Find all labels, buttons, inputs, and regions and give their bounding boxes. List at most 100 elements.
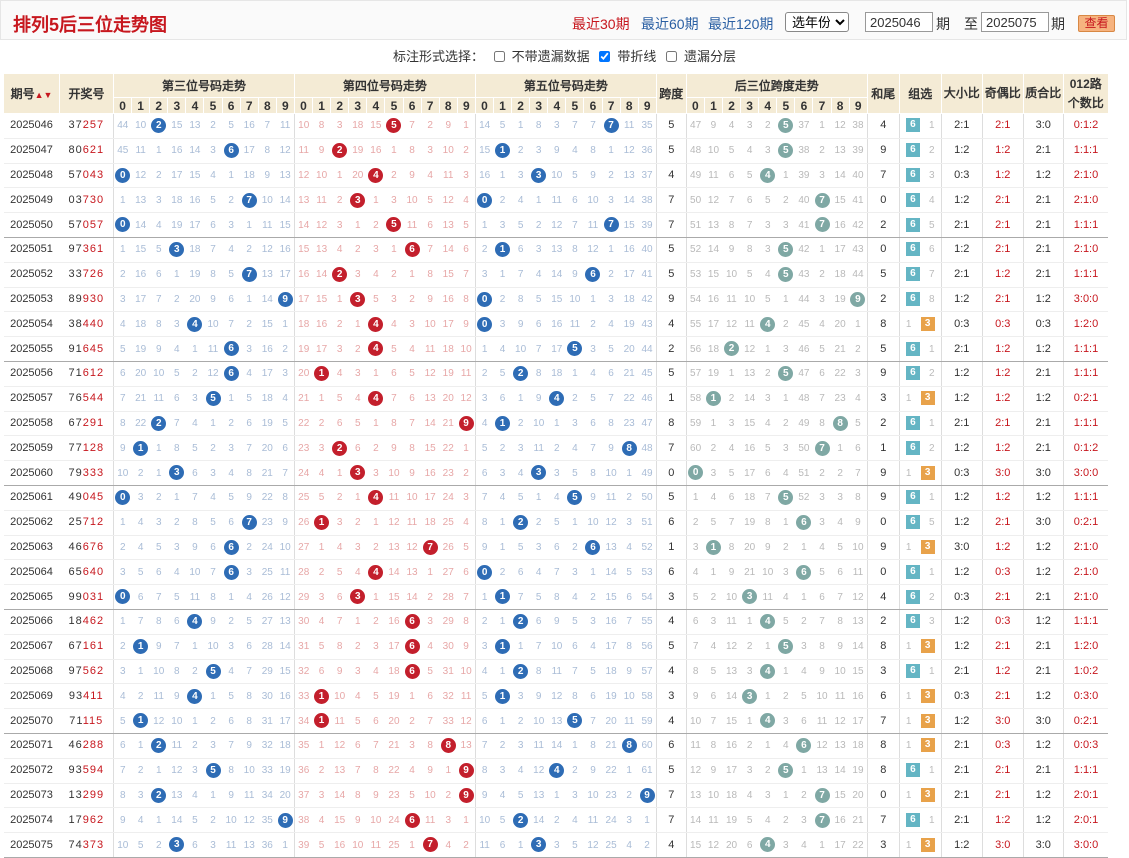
- p4-cell: 14: [403, 584, 422, 610]
- p3-cell: 1: [149, 460, 168, 486]
- span-cell: 40: [794, 187, 813, 214]
- zuxuan-cell: 6 1: [898, 659, 942, 685]
- draw-digit: 1: [90, 689, 97, 702]
- query-button[interactable]: 查看: [1078, 15, 1115, 32]
- draw-cell: 93594: [59, 758, 114, 784]
- p5-cell: 11: [474, 832, 494, 858]
- lu012-cell: 2:1:0: [1062, 584, 1109, 610]
- p3-cell: 23: [258, 510, 277, 536]
- sort-icon[interactable]: ▲▼: [34, 90, 53, 100]
- jiou-cell: 2:1: [981, 584, 1024, 610]
- span-hit-ball: 5: [778, 242, 794, 258]
- daxiao-cell: 1:2: [940, 832, 983, 858]
- span-cell: 5: [776, 485, 795, 511]
- span-cell: 2: [794, 783, 813, 809]
- zuxuan-cell: 6 3: [898, 163, 942, 189]
- missing-layer-checkbox[interactable]: [665, 51, 677, 63]
- span-cell: 7: [722, 510, 741, 536]
- p3-hit-ball: 5: [205, 762, 221, 778]
- p5-cell: 2: [638, 832, 657, 858]
- issue-cell: 2025060: [3, 460, 60, 486]
- p3-cell: 5: [149, 237, 168, 263]
- p4-cell: 6: [366, 708, 385, 734]
- daxiao-cell: 1:2: [940, 708, 983, 734]
- zuxuan-other: 1: [905, 318, 912, 330]
- p4-cell: 10: [348, 832, 367, 858]
- trend-line-checkbox[interactable]: [599, 51, 611, 63]
- lu012-cell: 3:0:0: [1062, 832, 1109, 858]
- p5-cell: 10: [602, 460, 621, 486]
- p4-cell: 5: [348, 708, 367, 734]
- year-select[interactable]: 选年份: [785, 12, 849, 32]
- p4-cell: 29: [293, 584, 313, 610]
- p4-cell: 4: [403, 336, 422, 362]
- p4-cell: 6: [421, 212, 440, 238]
- span-cell: 5: [740, 807, 759, 834]
- span-cell: 2: [776, 411, 795, 437]
- p4-cell: 4: [457, 510, 476, 536]
- p3-cell: 11: [131, 138, 150, 164]
- p4-cell: 31: [293, 634, 313, 660]
- recent-30-link[interactable]: 最近30期: [572, 16, 630, 32]
- draw-digit: 3: [82, 243, 90, 256]
- p4-cell: 33: [439, 708, 458, 734]
- span-hit-ball: 7: [814, 192, 830, 208]
- zhihe-cell: 1:2: [1022, 535, 1064, 561]
- issue-cell: 2025066: [3, 609, 60, 635]
- p3-cell: 3: [222, 634, 241, 660]
- p3-cell: 19: [167, 212, 186, 238]
- kuadu-cell: 5: [655, 113, 687, 139]
- p5-cell: 21: [620, 361, 639, 387]
- draw-digit: 2: [82, 739, 90, 752]
- p3-cell: 14: [276, 634, 295, 660]
- p4-cell: 5: [403, 783, 422, 809]
- p4-cell: 12: [457, 386, 476, 412]
- to-period-input[interactable]: [981, 12, 1049, 32]
- p5-cell: 5: [493, 113, 512, 139]
- p3-cell: 28: [258, 634, 277, 660]
- zuxuan3-tag: 3: [920, 465, 935, 480]
- span-cell: 10: [722, 262, 741, 288]
- recent-60-link[interactable]: 最近60期: [641, 16, 699, 32]
- draw-digit: 5: [75, 565, 83, 578]
- span-hit-ball: 4: [760, 837, 776, 853]
- no-missing-data-checkbox[interactable]: [493, 51, 505, 63]
- draw-digit: 9: [75, 292, 83, 305]
- p3-cell: 7: [167, 634, 186, 660]
- lu012-cell: 2:1:0: [1062, 535, 1109, 561]
- daxiao-cell: 2:1: [940, 262, 983, 288]
- draw-digit: 0: [96, 193, 105, 206]
- draw-digit: 3: [75, 193, 83, 206]
- p4-cell: 1: [366, 584, 385, 610]
- issue-cell: 2025062: [3, 510, 60, 536]
- zuxuan-other: 1: [905, 641, 912, 653]
- zuxuan-other: 1: [905, 740, 912, 752]
- p4-cell: 17: [421, 485, 440, 511]
- p5-cell: 5: [547, 510, 566, 536]
- span-cell: 4: [794, 832, 813, 858]
- draw-cell: 03730: [59, 187, 114, 214]
- span-cell: 15: [704, 262, 723, 288]
- p4-hit-ball: 5: [386, 217, 402, 233]
- from-period-input[interactable]: [865, 12, 933, 32]
- span-cell: 5: [776, 758, 795, 784]
- p5-cell: 16: [620, 237, 639, 263]
- p4-cell: 21: [439, 411, 458, 437]
- p4-cell: 9: [439, 113, 458, 139]
- p5-cell: 14: [620, 187, 639, 214]
- p4-cell: 2: [457, 138, 476, 164]
- span-cell: 17: [831, 832, 850, 858]
- p3-cell: 9: [112, 807, 132, 834]
- lu012-cell: 2:1:0: [1062, 163, 1109, 189]
- p5-cell: 14: [474, 113, 494, 139]
- recent-120-link[interactable]: 最近120期: [708, 16, 774, 32]
- span-cell: 5: [776, 609, 795, 635]
- draw-cell: 13299: [59, 783, 114, 809]
- lu012-cell: 2:1:0: [1062, 559, 1109, 586]
- header-issue[interactable]: 期号▲▼: [3, 73, 60, 114]
- span-cell: 1: [704, 559, 723, 586]
- draw-digit: 7: [68, 838, 76, 851]
- span-cell: 3: [812, 163, 832, 189]
- span-cell: 6: [794, 708, 813, 734]
- span-cell: 7: [704, 708, 723, 734]
